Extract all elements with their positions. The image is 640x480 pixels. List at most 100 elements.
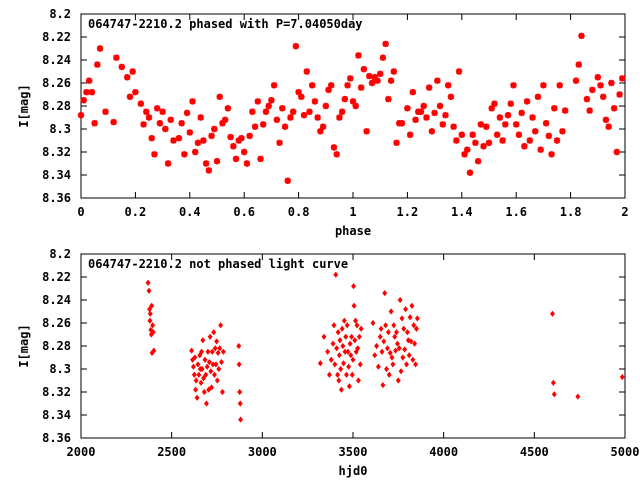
phased-data-point [279, 105, 286, 112]
phased-data-point [409, 89, 417, 96]
phased-data-point [205, 167, 213, 174]
phased-data-point [148, 135, 155, 142]
phased-x-tick-label: 0 [77, 205, 84, 219]
unphased-data-point [402, 346, 408, 353]
phased-data-point [156, 120, 164, 127]
unphased-data-point [354, 322, 360, 329]
unphased-data-point [386, 371, 392, 378]
phased-data-point [211, 125, 218, 133]
unphased-data-point [204, 363, 210, 370]
unphased-data-point [205, 348, 211, 355]
phased-data-point [616, 91, 623, 98]
phased-data-point [360, 66, 368, 73]
unphased-y-tick-label: 8.22 [42, 270, 71, 284]
unphased-data-point [350, 356, 356, 363]
unphased-data-point [193, 386, 199, 393]
unphased-data-point [206, 386, 212, 393]
unphased-data-point [338, 386, 344, 393]
unphased-data-point [343, 333, 349, 340]
phased-y-tick-label: 8.26 [42, 76, 71, 90]
phased-data-point [167, 116, 174, 123]
unphased-data-point [352, 337, 358, 344]
unphased-data-point [236, 342, 242, 350]
phased-data-point [510, 82, 517, 89]
phased-data-point [311, 98, 319, 105]
phased-data-point [232, 155, 240, 163]
phased-data-point [186, 129, 193, 136]
phased-data-point [162, 125, 169, 133]
unphased-data-point [151, 347, 157, 354]
phased-data-point [507, 100, 514, 107]
unphased-data-point [211, 371, 217, 378]
phased-data-point [529, 114, 536, 121]
unphased-data-point [335, 329, 341, 336]
unphased-data-point [213, 361, 219, 368]
phased-data-point [513, 121, 520, 128]
unphased-data-point [201, 375, 207, 382]
phased-data-point [132, 89, 139, 96]
phased-data-point [347, 75, 354, 82]
phased-data-point [548, 151, 555, 158]
phased-data-point [202, 160, 210, 167]
phased-data-point [553, 137, 561, 144]
phased-data-point [224, 105, 232, 112]
unphased-data-point [396, 345, 402, 352]
phased-data-point [504, 112, 512, 119]
phased-data-point [477, 121, 485, 128]
phased-data-point [379, 54, 387, 61]
phased-data-points [77, 32, 626, 184]
unphased-data-point [550, 310, 555, 317]
unphased-plot-frame [80, 253, 626, 439]
phased-data-point [526, 137, 533, 144]
phased-data-point [91, 120, 98, 127]
unphased-data-point [341, 360, 347, 367]
phased-y-tick-label: 8.2 [49, 7, 71, 21]
unphased-x-tick-label: 2000 [67, 445, 96, 459]
phased-data-point [153, 105, 161, 112]
unphased-data-point [346, 383, 352, 390]
unphased-data-point [200, 337, 206, 344]
unphased-data-point [147, 310, 153, 317]
phased-data-point [175, 135, 183, 142]
phased-data-point [216, 93, 223, 100]
phased-x-tick-label: 1 [349, 205, 356, 219]
phased-data-point [496, 114, 504, 121]
phased-data-point [96, 45, 104, 52]
unphased-x-tick-label: 4500 [520, 445, 549, 459]
phased-data-point [480, 143, 487, 150]
unphased-data-point [317, 360, 323, 367]
unphased-data-point [218, 322, 224, 329]
phased-x-tick-label: 0.8 [288, 205, 310, 219]
unphased-data-point [374, 342, 380, 350]
phased-data-point [469, 131, 476, 138]
unphased-data-point [211, 329, 217, 336]
unphased-data-point [408, 338, 414, 345]
phased-data-point [200, 137, 207, 144]
phased-data-point [474, 158, 482, 165]
phased-data-point [374, 77, 381, 84]
unphased-data-point [197, 352, 203, 359]
phased-data-point [189, 98, 196, 105]
unphased-data-point [411, 322, 417, 329]
unphased-data-point [388, 308, 394, 315]
unphased-data-point [358, 325, 364, 332]
unphased-data-point [332, 361, 338, 368]
unphased-data-point [551, 391, 557, 398]
phased-data-point [251, 123, 259, 130]
phased-data-point [559, 128, 566, 135]
phased-data-point [164, 160, 172, 167]
unphased-y-tick-label: 8.3 [49, 362, 71, 376]
phased-data-point [140, 121, 147, 128]
unphased-x-tick-label: 2500 [157, 445, 186, 459]
phased-data-point [572, 77, 580, 84]
unphased-data-point [413, 361, 419, 368]
phased-data-point [170, 137, 177, 144]
phased-data-point [551, 105, 558, 112]
phased-data-point [355, 52, 362, 59]
unphased-data-point [379, 348, 385, 355]
unphased-data-point [619, 373, 625, 381]
phased-data-point [425, 84, 433, 91]
unphased-data-point [401, 325, 407, 332]
unphased-data-point [340, 342, 346, 350]
phased-data-point [447, 93, 455, 100]
